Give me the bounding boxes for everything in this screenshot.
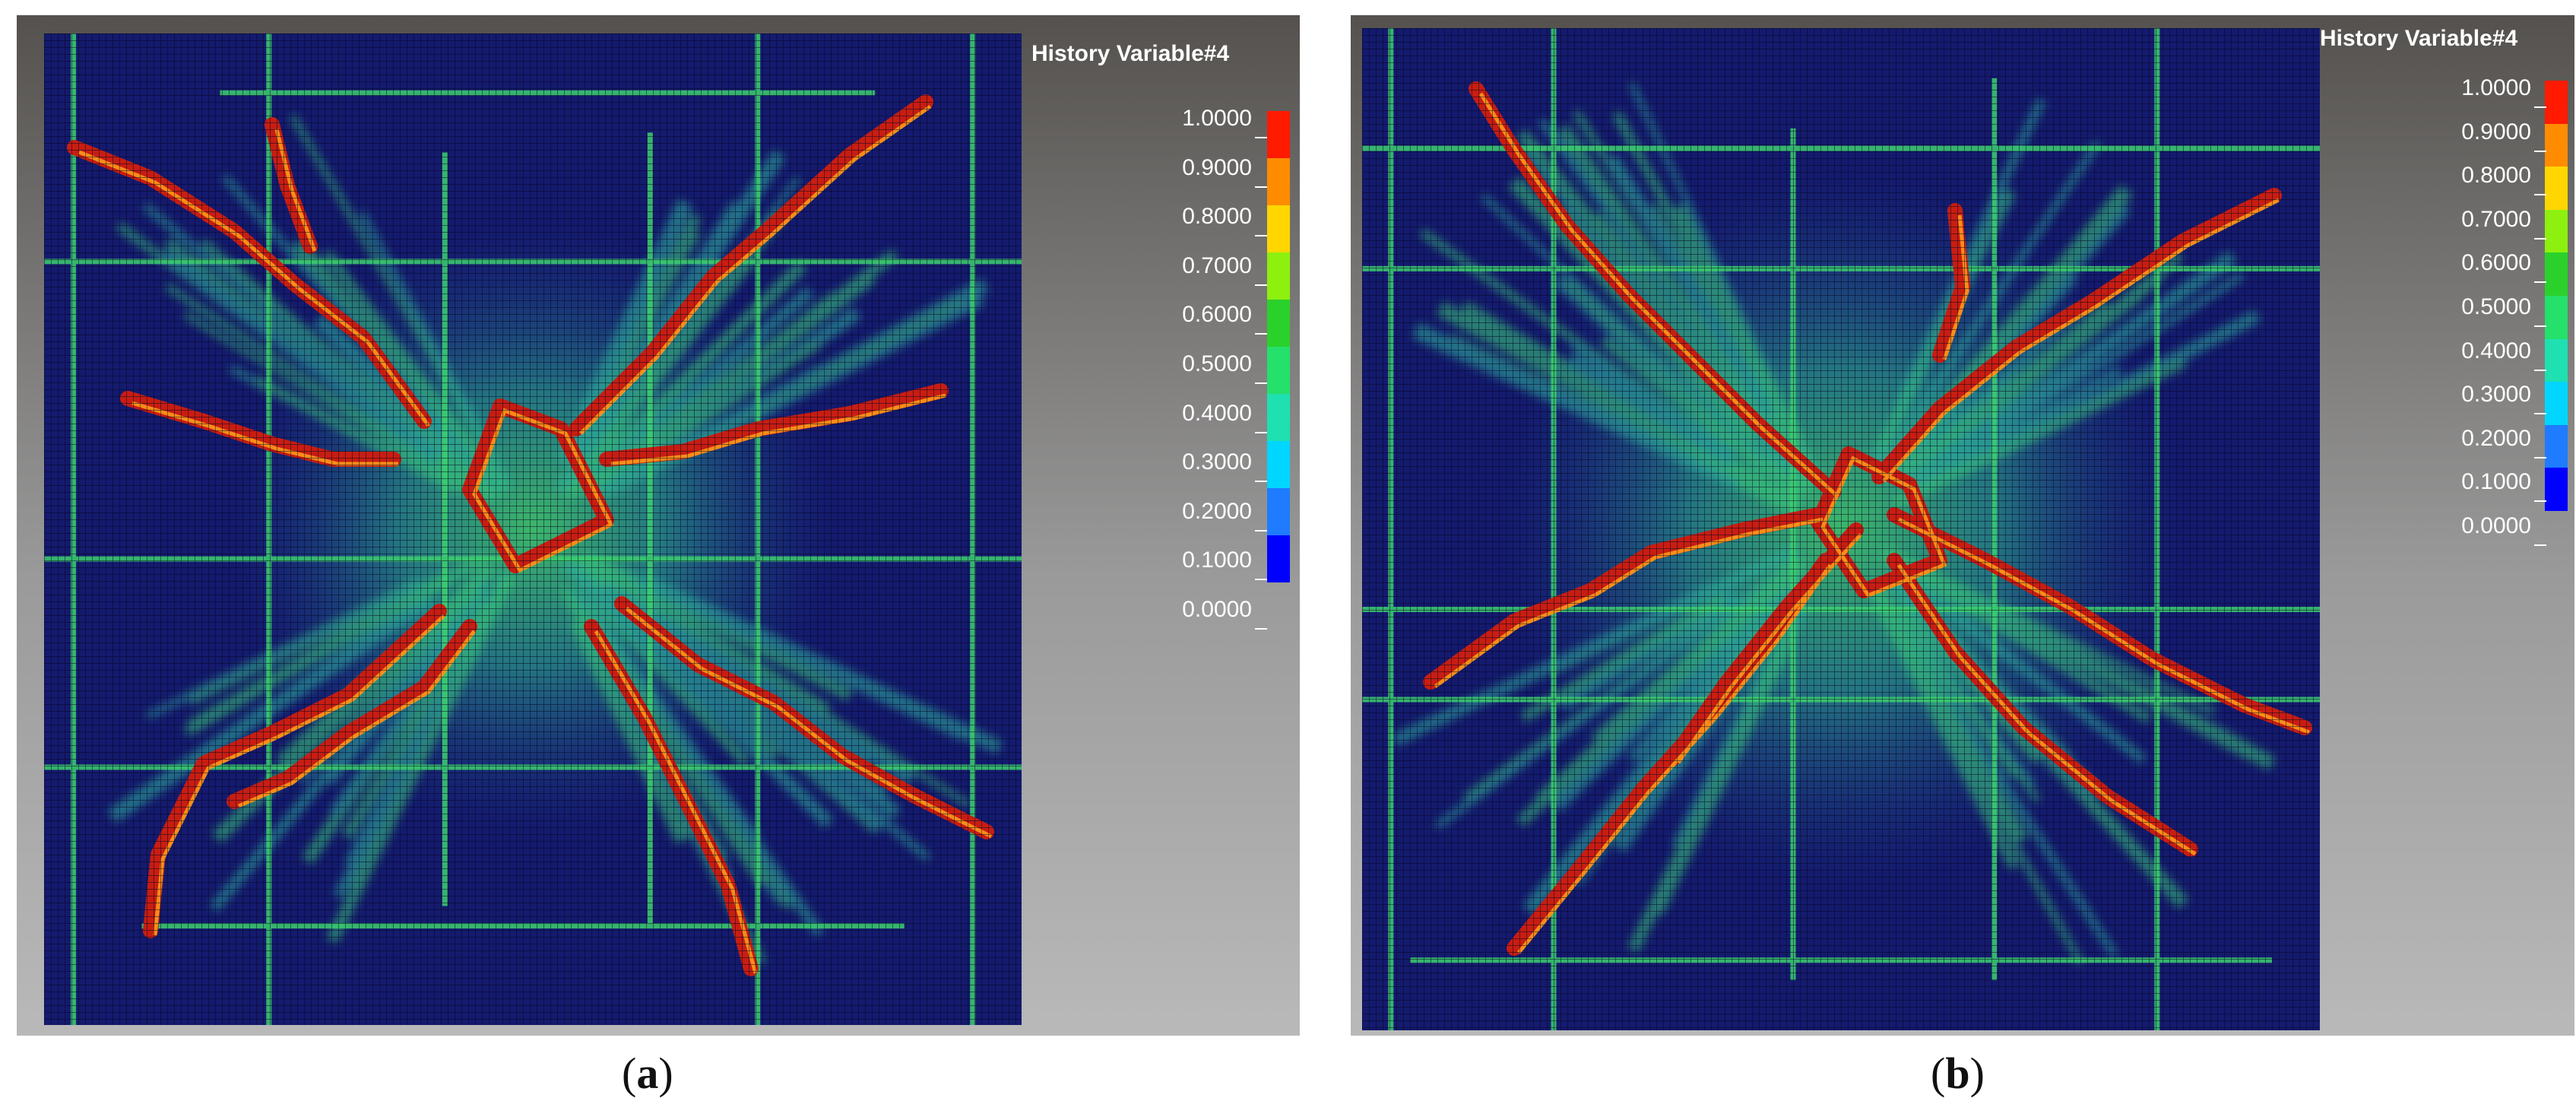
legend-tick-label: 0.2000 (2461, 426, 2546, 459)
legend-title: History Variable#4 (1031, 41, 1230, 66)
legend-swatch (1267, 252, 1290, 300)
legend-tick-label: 0.8000 (2461, 163, 2546, 195)
legend-tick-label: 0.9000 (1182, 155, 1267, 188)
panel-b: History Variable#4 1.0000 0.9000 0.8000 0.7… (1351, 15, 2574, 1036)
damage-contour-svg (44, 33, 1022, 1025)
legend-tick-labels: 1.0000 0.9000 0.8000 0.7000 0.6000 0.5000 0.40… (2440, 75, 2546, 539)
legend-swatch (1267, 205, 1290, 252)
legend-swatch (2545, 382, 2568, 425)
legend-tick-label: 0.5000 (2461, 294, 2546, 327)
legend-tick-label: 0.5000 (1182, 351, 1267, 384)
legend-tick-label: 0.3000 (2461, 382, 2546, 414)
panel-a: History Variable#4 1.0000 0.9000 0.8000 0.7… (17, 15, 1300, 1036)
legend-swatch (1267, 158, 1290, 205)
legend-swatch (2545, 296, 2568, 339)
legend-tick-label: 0.1000 (2461, 469, 2546, 502)
legend-swatch (2545, 252, 2568, 297)
legend-tick-label: 0.0000 (2461, 513, 2546, 546)
legend-title: History Variable#4 (2320, 26, 2518, 51)
legend-swatch (2545, 81, 2568, 124)
legend-tick-label: 0.0000 (1182, 597, 1267, 630)
legend-color-bar (1267, 111, 1290, 582)
damage-contour-plot (1362, 28, 2320, 1030)
legend-swatch (1267, 347, 1290, 394)
legend-swatch (2545, 424, 2568, 468)
legend-tick-labels: 1.0000 0.9000 0.8000 0.7000 0.6000 0.5000 0.40… (1161, 106, 1267, 623)
legend-swatch (1267, 394, 1290, 441)
legend-tick-label: 0.9000 (2461, 119, 2546, 152)
legend-tick-label: 0.1000 (1182, 547, 1267, 580)
color-legend: History Variable#4 1.0000 0.9000 0.8000 0.7… (2320, 26, 2571, 543)
legend-swatch (1267, 488, 1290, 535)
legend-tick-label: 1.0000 (1182, 106, 1267, 138)
legend-tick-label: 1.0000 (2461, 75, 2546, 108)
legend-swatch (2545, 209, 2568, 253)
legend-tick-label: 0.8000 (1182, 204, 1267, 236)
legend-color-bar (2545, 81, 2568, 511)
legend-tick-label: 0.6000 (2461, 250, 2546, 283)
legend-swatch (1267, 441, 1290, 488)
legend-swatch (1267, 300, 1290, 347)
legend-tick-label: 0.2000 (1182, 499, 1267, 532)
mesh-domain (44, 33, 1022, 1025)
legend-tick-label: 0.7000 (1182, 253, 1267, 286)
caption-a: (a) (622, 1049, 673, 1098)
legend-swatch (2545, 167, 2568, 210)
legend-swatch (2545, 338, 2568, 382)
legend-tick-label: 0.4000 (1182, 401, 1267, 433)
legend-swatch (1267, 111, 1290, 158)
legend-tick-label: 0.4000 (2461, 338, 2546, 371)
legend-tick-label: 0.3000 (1182, 449, 1267, 482)
caption-b: (b) (1931, 1049, 1985, 1098)
legend-swatch (2545, 123, 2568, 167)
legend-tick-label: 0.7000 (2461, 207, 2546, 240)
legend-tick-label: 0.6000 (1182, 302, 1267, 335)
color-legend: History Variable#4 1.0000 0.9000 0.8000 0.7… (1031, 41, 1290, 622)
damage-contour-svg (1362, 28, 2320, 1030)
legend-swatch (2545, 468, 2568, 511)
damage-contour-plot (44, 33, 1022, 1025)
mesh-domain (1362, 28, 2320, 1030)
legend-swatch (1267, 535, 1290, 582)
